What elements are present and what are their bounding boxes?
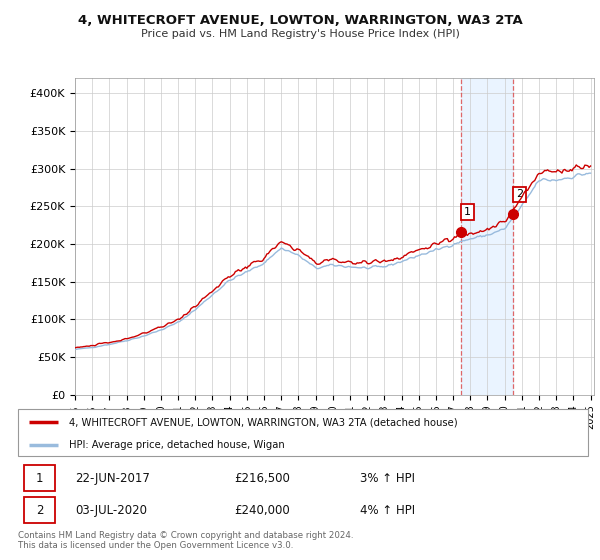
Text: 4% ↑ HPI: 4% ↑ HPI xyxy=(360,504,415,517)
Text: 1: 1 xyxy=(464,207,471,217)
Text: 1: 1 xyxy=(36,472,43,484)
Text: Price paid vs. HM Land Registry's House Price Index (HPI): Price paid vs. HM Land Registry's House … xyxy=(140,29,460,39)
Text: 2: 2 xyxy=(36,504,43,517)
Text: 2: 2 xyxy=(516,189,523,199)
Text: Contains HM Land Registry data © Crown copyright and database right 2024.
This d: Contains HM Land Registry data © Crown c… xyxy=(18,531,353,550)
Text: HPI: Average price, detached house, Wigan: HPI: Average price, detached house, Wiga… xyxy=(70,440,285,450)
Text: £216,500: £216,500 xyxy=(235,472,290,484)
Bar xyxy=(461,78,513,395)
Text: 3% ↑ HPI: 3% ↑ HPI xyxy=(360,472,415,484)
FancyBboxPatch shape xyxy=(18,409,588,456)
Text: 22-JUN-2017: 22-JUN-2017 xyxy=(75,472,150,484)
Text: 03-JUL-2020: 03-JUL-2020 xyxy=(75,504,147,517)
Text: £240,000: £240,000 xyxy=(235,504,290,517)
Text: 4, WHITECROFT AVENUE, LOWTON, WARRINGTON, WA3 2TA: 4, WHITECROFT AVENUE, LOWTON, WARRINGTON… xyxy=(77,14,523,27)
Text: 4, WHITECROFT AVENUE, LOWTON, WARRINGTON, WA3 2TA (detached house): 4, WHITECROFT AVENUE, LOWTON, WARRINGTON… xyxy=(70,417,458,427)
FancyBboxPatch shape xyxy=(24,497,55,523)
FancyBboxPatch shape xyxy=(24,465,55,491)
